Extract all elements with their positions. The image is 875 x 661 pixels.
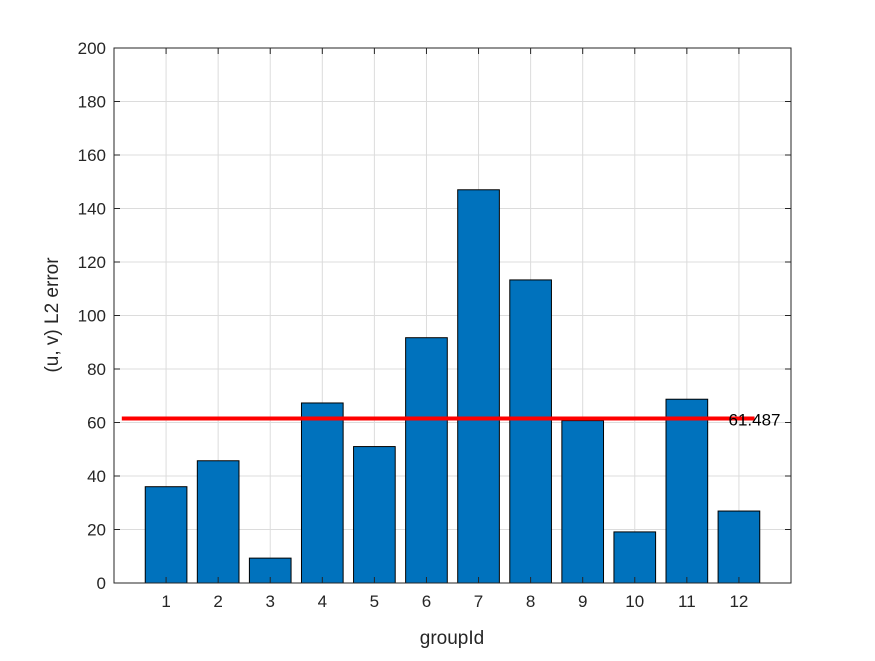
bar-1 [144,486,188,584]
bars [144,189,761,584]
x-tick-label: 7 [474,592,483,611]
x-tick-label: 6 [422,592,431,611]
x-ticks: 1 2 3 4 5 6 7 8 9 10 11 12 [161,48,748,611]
y-tick-label: 100 [78,307,106,326]
x-tick-label: 2 [213,592,222,611]
y-tick-label: 200 [78,39,106,58]
bar-12 [717,510,761,584]
y-tick-label: 0 [97,574,106,593]
mean-line-label: 61.487 [729,411,781,430]
bar-6 [405,337,448,584]
bar-8 [509,279,552,584]
bar-4 [300,402,344,584]
x-tick-label: 1 [161,592,170,611]
y-axis-label: (u, v) L2 error [42,257,63,373]
x-axis-label: groupId [420,628,484,649]
y-tick-label: 80 [87,360,106,379]
x-tick-label: 4 [318,592,327,611]
x-tick-label: 8 [526,592,535,611]
y-tick-label: 180 [78,93,106,112]
y-tick-label: 160 [78,146,106,165]
x-tick-label: 11 [678,592,696,611]
bar-7 [457,189,500,584]
y-tick-label: 40 [87,467,106,486]
y-ticks: 0 20 40 60 80 100 120 140 160 180 200 [78,39,791,593]
y-tick-label: 120 [78,253,106,272]
bar-5 [353,446,396,584]
x-tick-label: 5 [370,592,379,611]
x-tick-label: 10 [625,592,644,611]
y-tick-label: 60 [87,414,106,433]
x-tick-label: 9 [578,592,587,611]
bar-9 [561,420,605,584]
bar-10 [613,531,657,584]
bar-2 [196,460,240,584]
x-tick-label: 3 [265,592,274,611]
y-tick-label: 20 [87,521,106,540]
y-tick-label: 140 [78,200,106,219]
mean-line-group: 61.487 [121,411,781,430]
x-tick-label: 12 [729,592,748,611]
bar-11 [665,398,709,584]
